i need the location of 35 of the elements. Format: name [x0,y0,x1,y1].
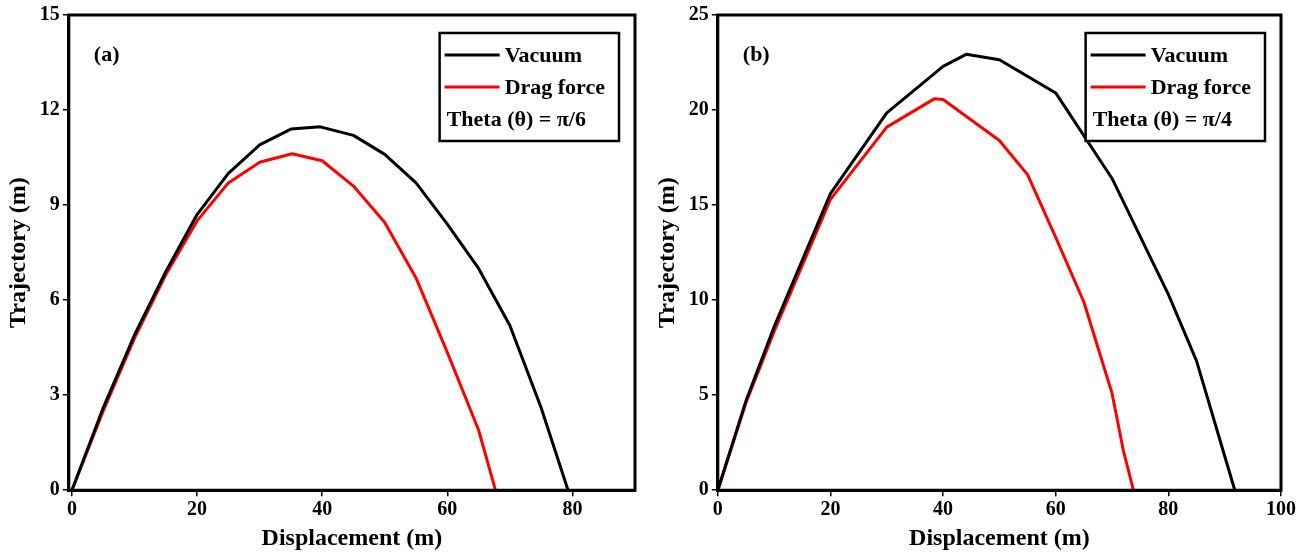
x-tick-label: 40 [312,497,333,520]
y-axis-title: Trajectory (m) [3,177,30,328]
annotation: (a) [93,40,120,66]
y-tick-label: 9 [49,192,60,215]
y-tick-label: 5 [698,382,709,405]
y-axis-title: Trajectory (m) [652,177,679,328]
legend-label: Drag force [1150,73,1252,99]
x-tick-label: 0 [712,497,723,520]
x-axis-title: Displacement (m) [909,523,1090,550]
x-tick-label: 0 [66,497,77,520]
y-tick-label: 0 [698,477,709,500]
y-tick-label: 20 [688,97,709,120]
x-tick-label: 100 [1266,497,1296,520]
x-tick-label: 80 [1158,497,1179,520]
y-tick-label: 3 [49,382,60,405]
legend-label: Drag force [504,73,606,99]
annotation: Theta (θ) = π/4 [1092,105,1232,131]
y-tick-label: 15 [688,192,709,215]
x-axis-title: Displacement (m) [261,523,443,550]
x-tick-label: 80 [562,497,583,520]
x-tick-label: 20 [820,497,841,520]
x-tick-label: 60 [1045,497,1066,520]
annotation: (b) [742,40,770,66]
x-tick-label: 60 [437,497,458,520]
x-tick-label: 20 [187,497,208,520]
y-tick-label: 15 [39,2,60,25]
legend-label: Vacuum [504,41,583,67]
x-tick-label: 40 [933,497,954,520]
annotation: Theta (θ) = π/6 [446,105,586,131]
y-tick-label: 6 [49,287,60,310]
y-tick-label: 10 [688,287,709,310]
legend-label: Vacuum [1150,41,1229,67]
y-tick-label: 0 [49,477,60,500]
y-tick-label: 12 [39,97,60,120]
y-tick-label: 25 [688,2,709,25]
